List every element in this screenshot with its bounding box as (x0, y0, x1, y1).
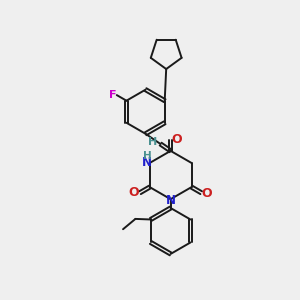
Text: O: O (129, 186, 140, 199)
Text: N: N (142, 156, 152, 169)
Text: O: O (171, 133, 182, 146)
Text: H: H (143, 151, 152, 160)
Text: H: H (148, 137, 157, 147)
Text: F: F (109, 90, 116, 100)
Text: O: O (202, 187, 212, 200)
Text: N: N (166, 194, 176, 207)
